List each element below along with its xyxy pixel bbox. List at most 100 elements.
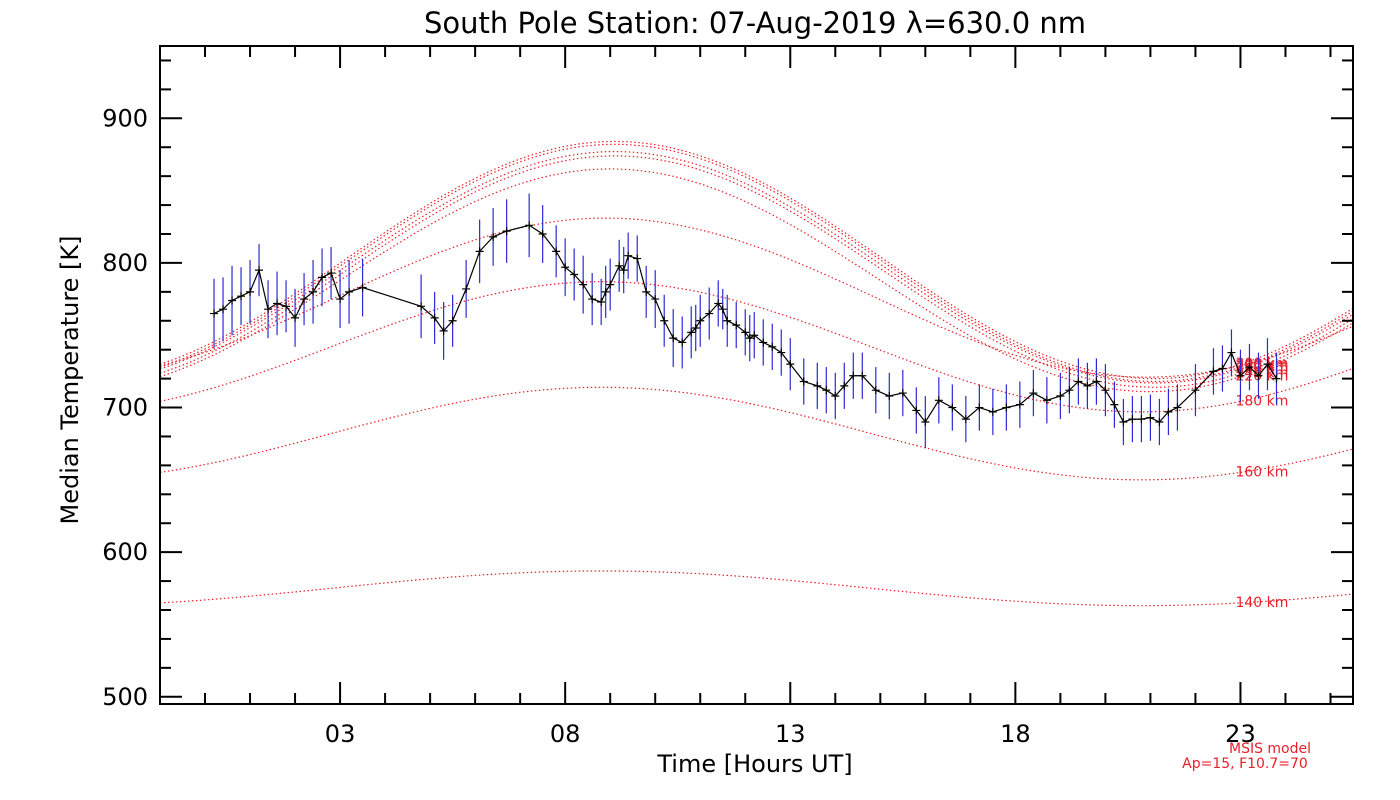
data-point — [588, 295, 597, 304]
model-curve — [159, 217, 1354, 378]
data-point — [696, 316, 705, 325]
data-point — [813, 381, 822, 390]
data-point — [624, 251, 633, 260]
data-point — [1227, 348, 1236, 357]
y-axis-title: Median Temperature [K] — [56, 235, 84, 524]
data-point — [678, 338, 687, 347]
data-point — [345, 287, 354, 296]
data-point — [237, 292, 246, 301]
data-point — [849, 371, 858, 380]
model-curve — [159, 140, 1354, 380]
data-point — [871, 386, 880, 395]
data-point — [282, 302, 291, 311]
y-tick-label: 500 — [102, 683, 148, 711]
data-point — [615, 261, 624, 270]
data-point — [1137, 415, 1146, 424]
model-note-line2: Ap=15, F10.7=70 — [1182, 756, 1308, 772]
data-point — [912, 406, 921, 415]
data-point — [1110, 400, 1119, 409]
model-curve — [159, 143, 1354, 383]
model-curve — [159, 386, 1354, 481]
data-point — [858, 371, 867, 380]
data-point — [975, 403, 984, 412]
data-point — [1209, 367, 1218, 376]
x-tick-label: 23 — [1225, 720, 1256, 748]
data-point — [745, 334, 754, 343]
data-point — [538, 230, 547, 238]
data-point — [898, 389, 907, 398]
data-point — [1236, 371, 1245, 380]
data-point — [1218, 364, 1227, 373]
data-point — [934, 396, 943, 405]
data-point — [273, 299, 282, 308]
y-tick-label: 900 — [102, 104, 148, 132]
data-point — [597, 297, 606, 306]
model-curve — [159, 155, 1354, 388]
data-point — [336, 295, 345, 304]
y-tick-label: 800 — [102, 249, 148, 277]
x-tick-label: 13 — [775, 720, 806, 748]
data-point — [246, 287, 255, 296]
data-point — [651, 295, 660, 304]
data-point — [1128, 415, 1137, 424]
model-curve — [159, 168, 1354, 393]
x-axis-title: Time [Hours UT] — [656, 750, 852, 778]
data-point — [1191, 386, 1200, 395]
data-point — [448, 316, 457, 325]
data-point — [1164, 407, 1173, 416]
data-point — [219, 305, 228, 314]
data-point — [633, 254, 642, 263]
model-note-line1: MSIS model — [1229, 741, 1311, 757]
data-point — [831, 391, 840, 400]
data-point — [705, 309, 714, 318]
data-point — [1263, 360, 1272, 369]
data-point — [822, 386, 831, 395]
model-curve-label: 300 km — [1235, 356, 1288, 372]
model-curve-label: 260 km — [1235, 361, 1288, 377]
data-point — [669, 334, 678, 343]
data-point — [552, 247, 561, 256]
model-curve-label: 140 km — [1235, 595, 1288, 611]
data-point — [1074, 377, 1083, 386]
data-point — [759, 338, 768, 347]
data-point — [1254, 371, 1263, 380]
data-point — [309, 287, 318, 296]
data-point — [1173, 403, 1182, 412]
data-point — [691, 324, 700, 332]
data-point — [961, 415, 970, 424]
data-point — [327, 269, 336, 278]
data-point — [228, 296, 237, 305]
data-point — [799, 377, 808, 386]
data-point — [750, 331, 759, 340]
data-point — [786, 360, 795, 369]
data-point — [723, 316, 732, 325]
data-point — [1042, 396, 1051, 405]
x-tick-label: 03 — [325, 720, 356, 748]
data-point — [1002, 403, 1011, 412]
model-curve-label: 220 km — [1235, 369, 1288, 385]
data-point — [921, 418, 930, 426]
data-point — [619, 266, 628, 275]
chart-title: South Pole Station: 07-Aug-2019 λ=630.0 … — [424, 6, 1086, 40]
data-point — [687, 328, 696, 337]
data-point — [660, 316, 669, 325]
y-tick-label: 600 — [102, 538, 148, 566]
model-curve — [159, 570, 1354, 607]
data-point — [768, 342, 777, 351]
data-point — [430, 313, 439, 322]
data-point — [417, 302, 426, 311]
data-point — [300, 295, 309, 304]
data-point — [948, 403, 957, 412]
x-tick-label: 18 — [1000, 720, 1031, 748]
data-point — [579, 280, 588, 289]
data-point — [291, 313, 300, 322]
data-point — [718, 305, 727, 314]
model-curve-label: 280 km — [1235, 359, 1288, 375]
axes-layer: 500 600 700 800 900 03 08 13 18 23 — [102, 46, 1353, 748]
data-point — [741, 328, 750, 337]
data-point — [358, 283, 367, 292]
model-curve-label: 160 km — [1235, 464, 1288, 480]
data-point — [439, 326, 448, 335]
